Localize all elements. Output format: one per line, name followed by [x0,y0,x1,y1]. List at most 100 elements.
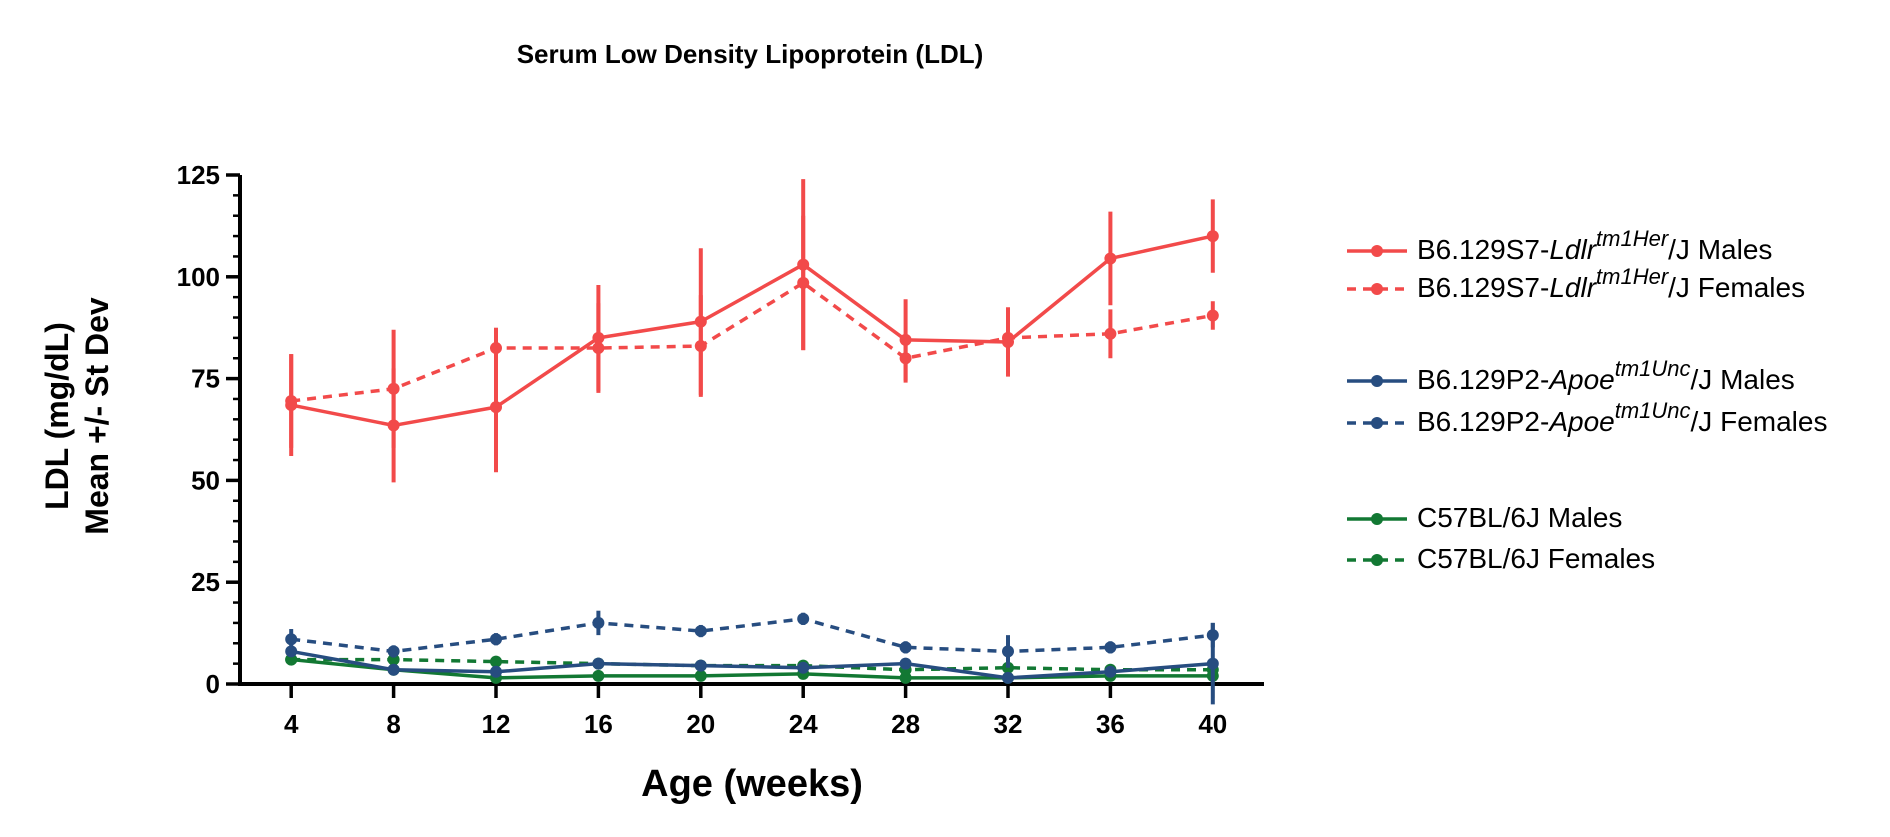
data-point [592,616,605,629]
legend-entry: C57BL/6J Males [1347,502,1622,533]
data-point [1002,645,1014,658]
legend-label-part: B6.129S7- [1417,234,1549,265]
legend-label: B6.129S7-Ldlrtm1Her/J Females [1417,264,1805,303]
legend-entry: B6.129S7-Ldlrtm1Her/J Males [1347,226,1772,265]
y-tick-label: 50 [191,465,220,495]
series-line [291,657,1213,672]
x-tick-label: 32 [994,709,1023,739]
data-point [285,633,298,646]
data-point [490,342,502,355]
data-point [1104,252,1117,265]
legend-label-part: tm1Her [1596,264,1670,289]
data-point [490,655,502,668]
series-2 [285,622,1219,705]
data-point [592,669,605,682]
data-point [1002,331,1014,344]
data-point [490,633,502,646]
series-layer [285,179,1219,705]
x-tick-label: 12 [482,709,511,739]
legend-label: C57BL/6J Males [1417,502,1622,533]
x-tick-label: 40 [1198,709,1227,739]
data-point [285,645,298,658]
legend-label-part: /J Females [1668,272,1805,303]
x-tick-label: 16 [584,709,613,739]
x-tick-label: 20 [686,709,715,739]
data-point [592,657,605,670]
legend-label: B6.129P2-Apoetm1Unc/J Males [1417,356,1795,395]
legend-label-part: C57BL/6J Males [1417,502,1622,533]
data-point [797,612,810,625]
x-tick-label: 8 [386,709,400,739]
legend-label-part: tm1Unc [1615,356,1691,381]
data-point [899,641,912,654]
data-point [797,276,810,289]
y-tick-label: 75 [191,364,220,394]
data-point [1206,629,1219,642]
legend-label: B6.129P2-Apoetm1Unc/J Females [1417,398,1827,437]
data-point [387,663,400,676]
series-3 [285,610,1219,668]
y-axis-title-line-1: LDL (mg/dL) [39,322,75,510]
data-point [490,401,502,414]
series-line [290,234,1214,428]
legend-label-part: Apoe [1547,406,1614,437]
y-axis-title-line-2: Mean +/- St Dev [79,297,115,535]
x-tick-label: 24 [789,709,818,739]
x-axis-title: Age (weeks) [641,763,863,805]
legend-label-part: Ldlr [1549,272,1597,303]
data-point [899,352,912,365]
legend-label-part: /J Females [1691,406,1828,437]
series-line [291,657,1213,680]
data-point [694,340,707,353]
series-line [290,649,1213,680]
legend-swatch-marker [1371,513,1383,525]
legend-label: B6.129S7-Ldlrtm1Her/J Males [1417,226,1772,265]
legend-label-part: tm1Unc [1615,398,1691,423]
data-point [1104,327,1117,340]
legend-label-part: Apoe [1547,364,1614,395]
legend-label-part: B6.129P2- [1417,364,1549,395]
legend-label-part: tm1Her [1596,226,1670,251]
data-point [694,669,707,682]
legend-label-part: /J Males [1668,234,1772,265]
data-point [1206,309,1219,322]
legend-swatch-marker [1371,283,1383,295]
y-tick-label: 100 [177,262,220,292]
data-point [797,661,810,674]
data-point [1206,230,1219,243]
data-point [694,625,707,638]
data-point [694,659,707,672]
legend-label-part: /J Males [1691,364,1795,395]
legend-swatch-marker [1371,554,1383,566]
legend-swatch-marker [1371,245,1383,257]
data-point [490,665,502,678]
data-point [1206,657,1219,670]
y-axis-title: LDL (mg/dL) Mean +/- St Dev [39,297,115,535]
series-1 [285,215,1219,448]
series-line [290,617,1214,654]
y-tick-label: 25 [191,567,220,597]
legend-entry: B6.129P2-Apoetm1Unc/J Males [1347,356,1795,395]
y-tick-label: 125 [177,160,220,190]
data-point [592,342,605,355]
legend-swatch-marker [1371,375,1383,387]
legend-label-part: Ldlr [1549,234,1597,265]
legend-label-part: B6.129S7- [1417,272,1549,303]
legend: B6.129S7-Ldlrtm1Her/J MalesB6.129S7-Ldlr… [1347,226,1827,574]
data-point [1104,641,1117,654]
axes: 0 25 50 75 100 125 4 8 12 16 20 24 28 32 36 40 [177,160,1264,739]
legend-label-part: C57BL/6J Females [1417,543,1655,574]
legend-label: C57BL/6J Females [1417,543,1655,574]
data-point [387,382,400,395]
legend-entry: B6.129S7-Ldlrtm1Her/J Females [1347,264,1805,303]
data-point [1104,665,1117,678]
data-point [285,394,298,407]
chart-title: Serum Low Density Lipoprotein (LDL) [517,39,984,69]
legend-swatch-marker [1371,417,1383,429]
legend-entry: B6.129P2-Apoetm1Unc/J Females [1347,398,1827,437]
legend-entry: C57BL/6J Females [1347,543,1655,574]
series-0 [285,179,1219,483]
x-tick-label: 36 [1096,709,1125,739]
series-line [290,281,1214,403]
